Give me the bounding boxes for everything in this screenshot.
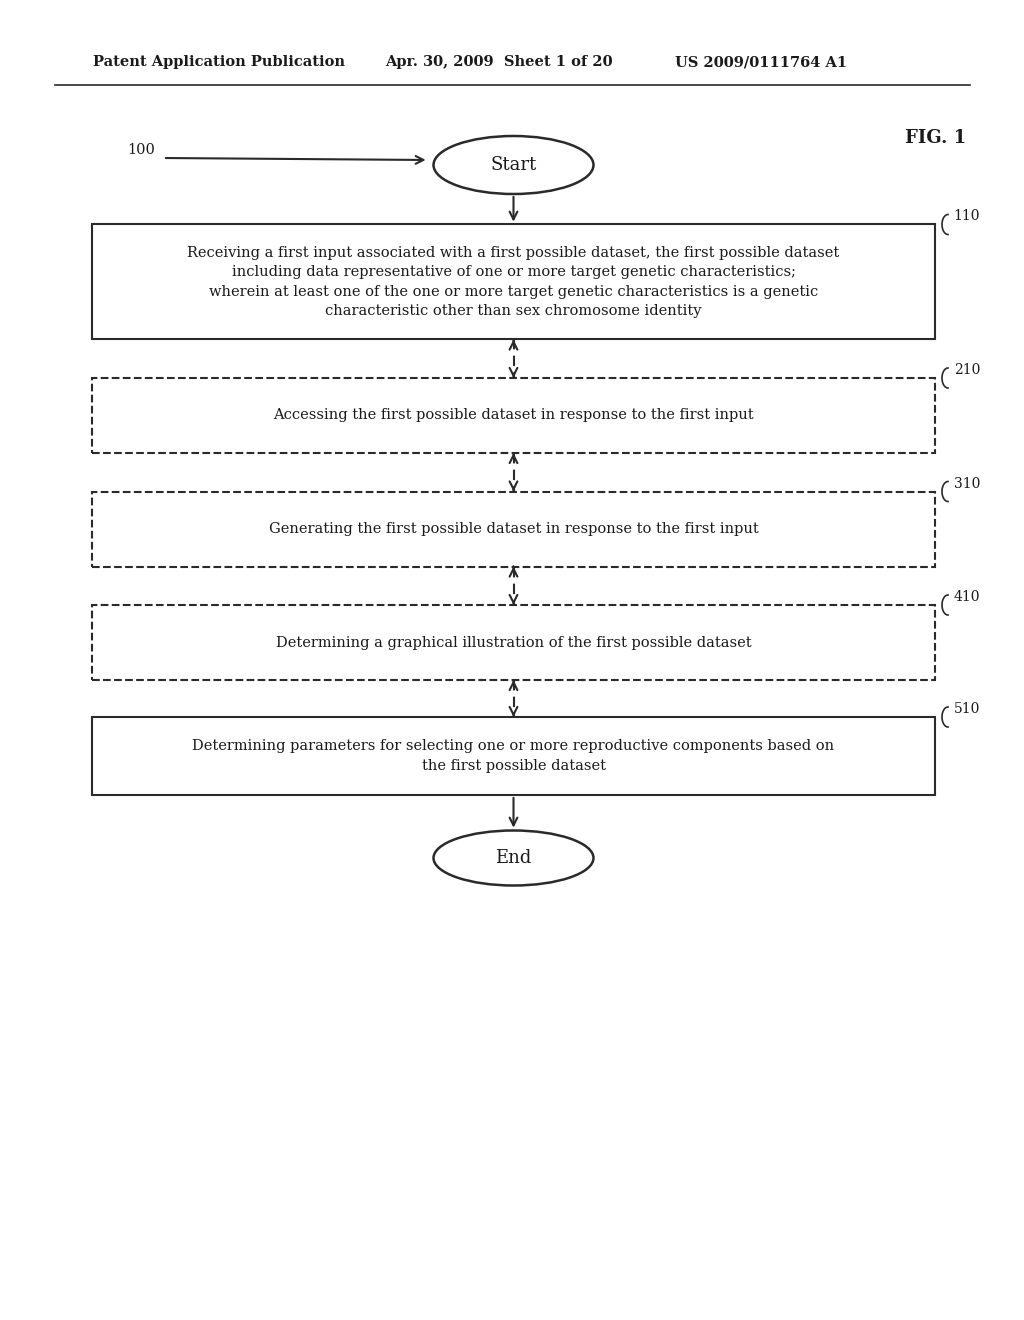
Bar — [92, 378, 935, 453]
Text: Generating the first possible dataset in response to the first input: Generating the first possible dataset in… — [268, 521, 759, 536]
Text: Accessing the first possible dataset in response to the first input: Accessing the first possible dataset in … — [273, 408, 754, 422]
Bar — [92, 224, 935, 339]
Bar — [92, 605, 935, 680]
Text: Start: Start — [490, 156, 537, 174]
Text: FIG. 1: FIG. 1 — [905, 129, 966, 147]
Text: 310: 310 — [953, 477, 980, 491]
Text: 110: 110 — [953, 210, 980, 223]
Text: Determining a graphical illustration of the first possible dataset: Determining a graphical illustration of … — [275, 635, 752, 649]
Text: 210: 210 — [953, 363, 980, 378]
Text: End: End — [496, 849, 531, 867]
Text: 510: 510 — [953, 702, 980, 715]
Text: Patent Application Publication: Patent Application Publication — [93, 55, 345, 69]
Text: Receiving a first input associated with a first possible dataset, the first poss: Receiving a first input associated with … — [187, 246, 840, 318]
Bar — [92, 717, 935, 795]
Text: Determining parameters for selecting one or more reproductive components based o: Determining parameters for selecting one… — [193, 739, 835, 772]
Text: Apr. 30, 2009  Sheet 1 of 20: Apr. 30, 2009 Sheet 1 of 20 — [385, 55, 612, 69]
Text: 410: 410 — [953, 590, 980, 605]
Text: US 2009/0111764 A1: US 2009/0111764 A1 — [675, 55, 847, 69]
Text: 100: 100 — [127, 143, 155, 157]
Bar — [92, 491, 935, 566]
